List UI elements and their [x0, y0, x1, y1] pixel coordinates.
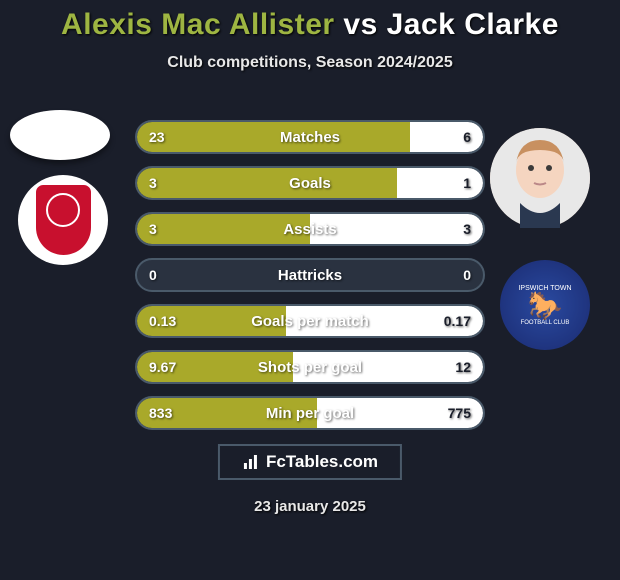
- player1-value: 9.67: [149, 359, 176, 375]
- stat-row: 0 0 Hattricks: [135, 258, 485, 292]
- player1-name: Alexis Mac Allister: [61, 8, 335, 41]
- stat-label: Assists: [283, 221, 336, 238]
- player2-value: 0.17: [444, 313, 471, 329]
- player2-value: 6: [463, 129, 471, 145]
- player1-club-crest: [18, 175, 108, 265]
- player2-value: 0: [463, 267, 471, 283]
- comparison-title: Alexis Mac Allister vs Jack Clarke: [0, 0, 620, 42]
- comparison-date: 23 january 2025: [254, 498, 366, 515]
- player2-bar: [410, 122, 483, 152]
- stat-row: 833 775 Min per goal: [135, 396, 485, 430]
- brand-badge: FcTables.com: [218, 444, 402, 480]
- brand-name: FcTables.com: [266, 452, 378, 472]
- vs-label: vs: [343, 8, 377, 41]
- player1-bar: [137, 122, 410, 152]
- player2-value: 775: [448, 405, 471, 421]
- player1-bar: [137, 168, 397, 198]
- player1-value: 3: [149, 221, 157, 237]
- stat-label: Min per goal: [266, 405, 354, 422]
- liverpool-crest-icon: [36, 185, 91, 255]
- stat-row: 23 6 Matches: [135, 120, 485, 154]
- player1-value: 0: [149, 267, 157, 283]
- player1-value: 23: [149, 129, 165, 145]
- stats-table: 23 6 Matches 3 1 Goals 3 3 Assists 0 0 Hattricks 0.1…: [135, 120, 485, 442]
- player2-club-crest: IPSWICH TOWN 🐎 FOOTBALL CLUB: [500, 260, 590, 350]
- player2-value: 1: [463, 175, 471, 191]
- stat-label: Goals: [289, 175, 331, 192]
- ipswich-crest-icon: IPSWICH TOWN 🐎 FOOTBALL CLUB: [518, 285, 571, 326]
- player2-name: Jack Clarke: [387, 8, 559, 41]
- comparison-subtitle: Club competitions, Season 2024/2025: [0, 54, 620, 72]
- stat-label: Hattricks: [278, 267, 342, 284]
- stat-label: Matches: [280, 129, 340, 146]
- player1-value: 833: [149, 405, 172, 421]
- stat-row: 9.67 12 Shots per goal: [135, 350, 485, 384]
- player2-value: 12: [455, 359, 471, 375]
- player1-value: 0.13: [149, 313, 176, 329]
- stat-label: Shots per goal: [258, 359, 362, 376]
- stat-row: 3 1 Goals: [135, 166, 485, 200]
- fctables-logo-icon: [242, 453, 260, 471]
- player2-value: 3: [463, 221, 471, 237]
- player2-avatar: [490, 128, 590, 228]
- player1-avatar: [10, 110, 110, 160]
- stat-label: Goals per match: [251, 313, 369, 330]
- stat-row: 3 3 Assists: [135, 212, 485, 246]
- player1-value: 3: [149, 175, 157, 191]
- stat-row: 0.13 0.17 Goals per match: [135, 304, 485, 338]
